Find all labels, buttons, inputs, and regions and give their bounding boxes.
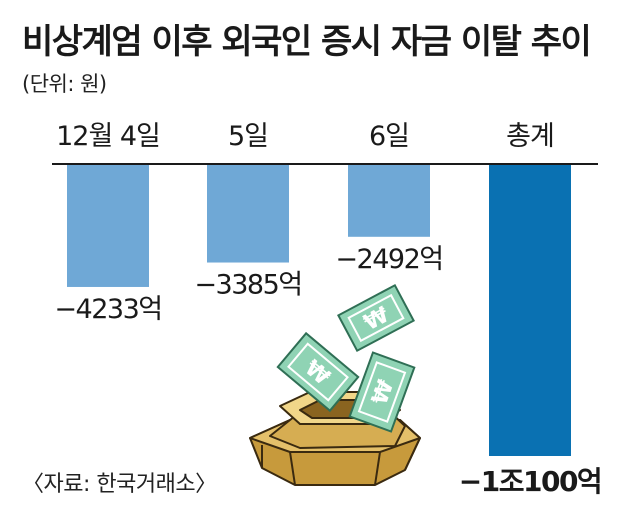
chart-title: 비상계엄 이후 외국인 증시 자금 이탈 추이 <box>22 22 592 62</box>
value-label-3: −2492억 <box>335 244 442 275</box>
bar-1 <box>67 165 149 287</box>
hexagon-box <box>249 391 421 486</box>
bar-4 <box>489 165 571 456</box>
category-label-2: 5일 <box>228 121 268 152</box>
category-labels: 12월 4일 5일 6일 총계 <box>56 121 555 152</box>
bar-2 <box>207 165 289 263</box>
category-label-1: 12월 4일 <box>56 121 160 152</box>
banknote-1: ₩ <box>337 283 415 353</box>
unit-note: (단위: 원) <box>22 72 107 96</box>
value-label-2: −3385억 <box>194 270 301 301</box>
bars-group <box>67 165 571 456</box>
category-label-4: 총계 <box>506 121 554 152</box>
category-label-3: 6일 <box>369 121 409 152</box>
value-labels: −4233억 −3385억 −2492억 −1조100억 <box>54 244 602 498</box>
banknote-3: ₩ <box>348 351 416 433</box>
value-label-4: −1조100억 <box>459 465 601 498</box>
banknote-2: ₩ <box>276 331 360 413</box>
money-box-illustration: ₩ ₩ ₩ <box>249 283 421 486</box>
bar-3 <box>348 165 430 237</box>
source-note: 〈자료: 한국거래소〉 <box>22 472 217 497</box>
value-label-1: −4233억 <box>54 294 161 325</box>
